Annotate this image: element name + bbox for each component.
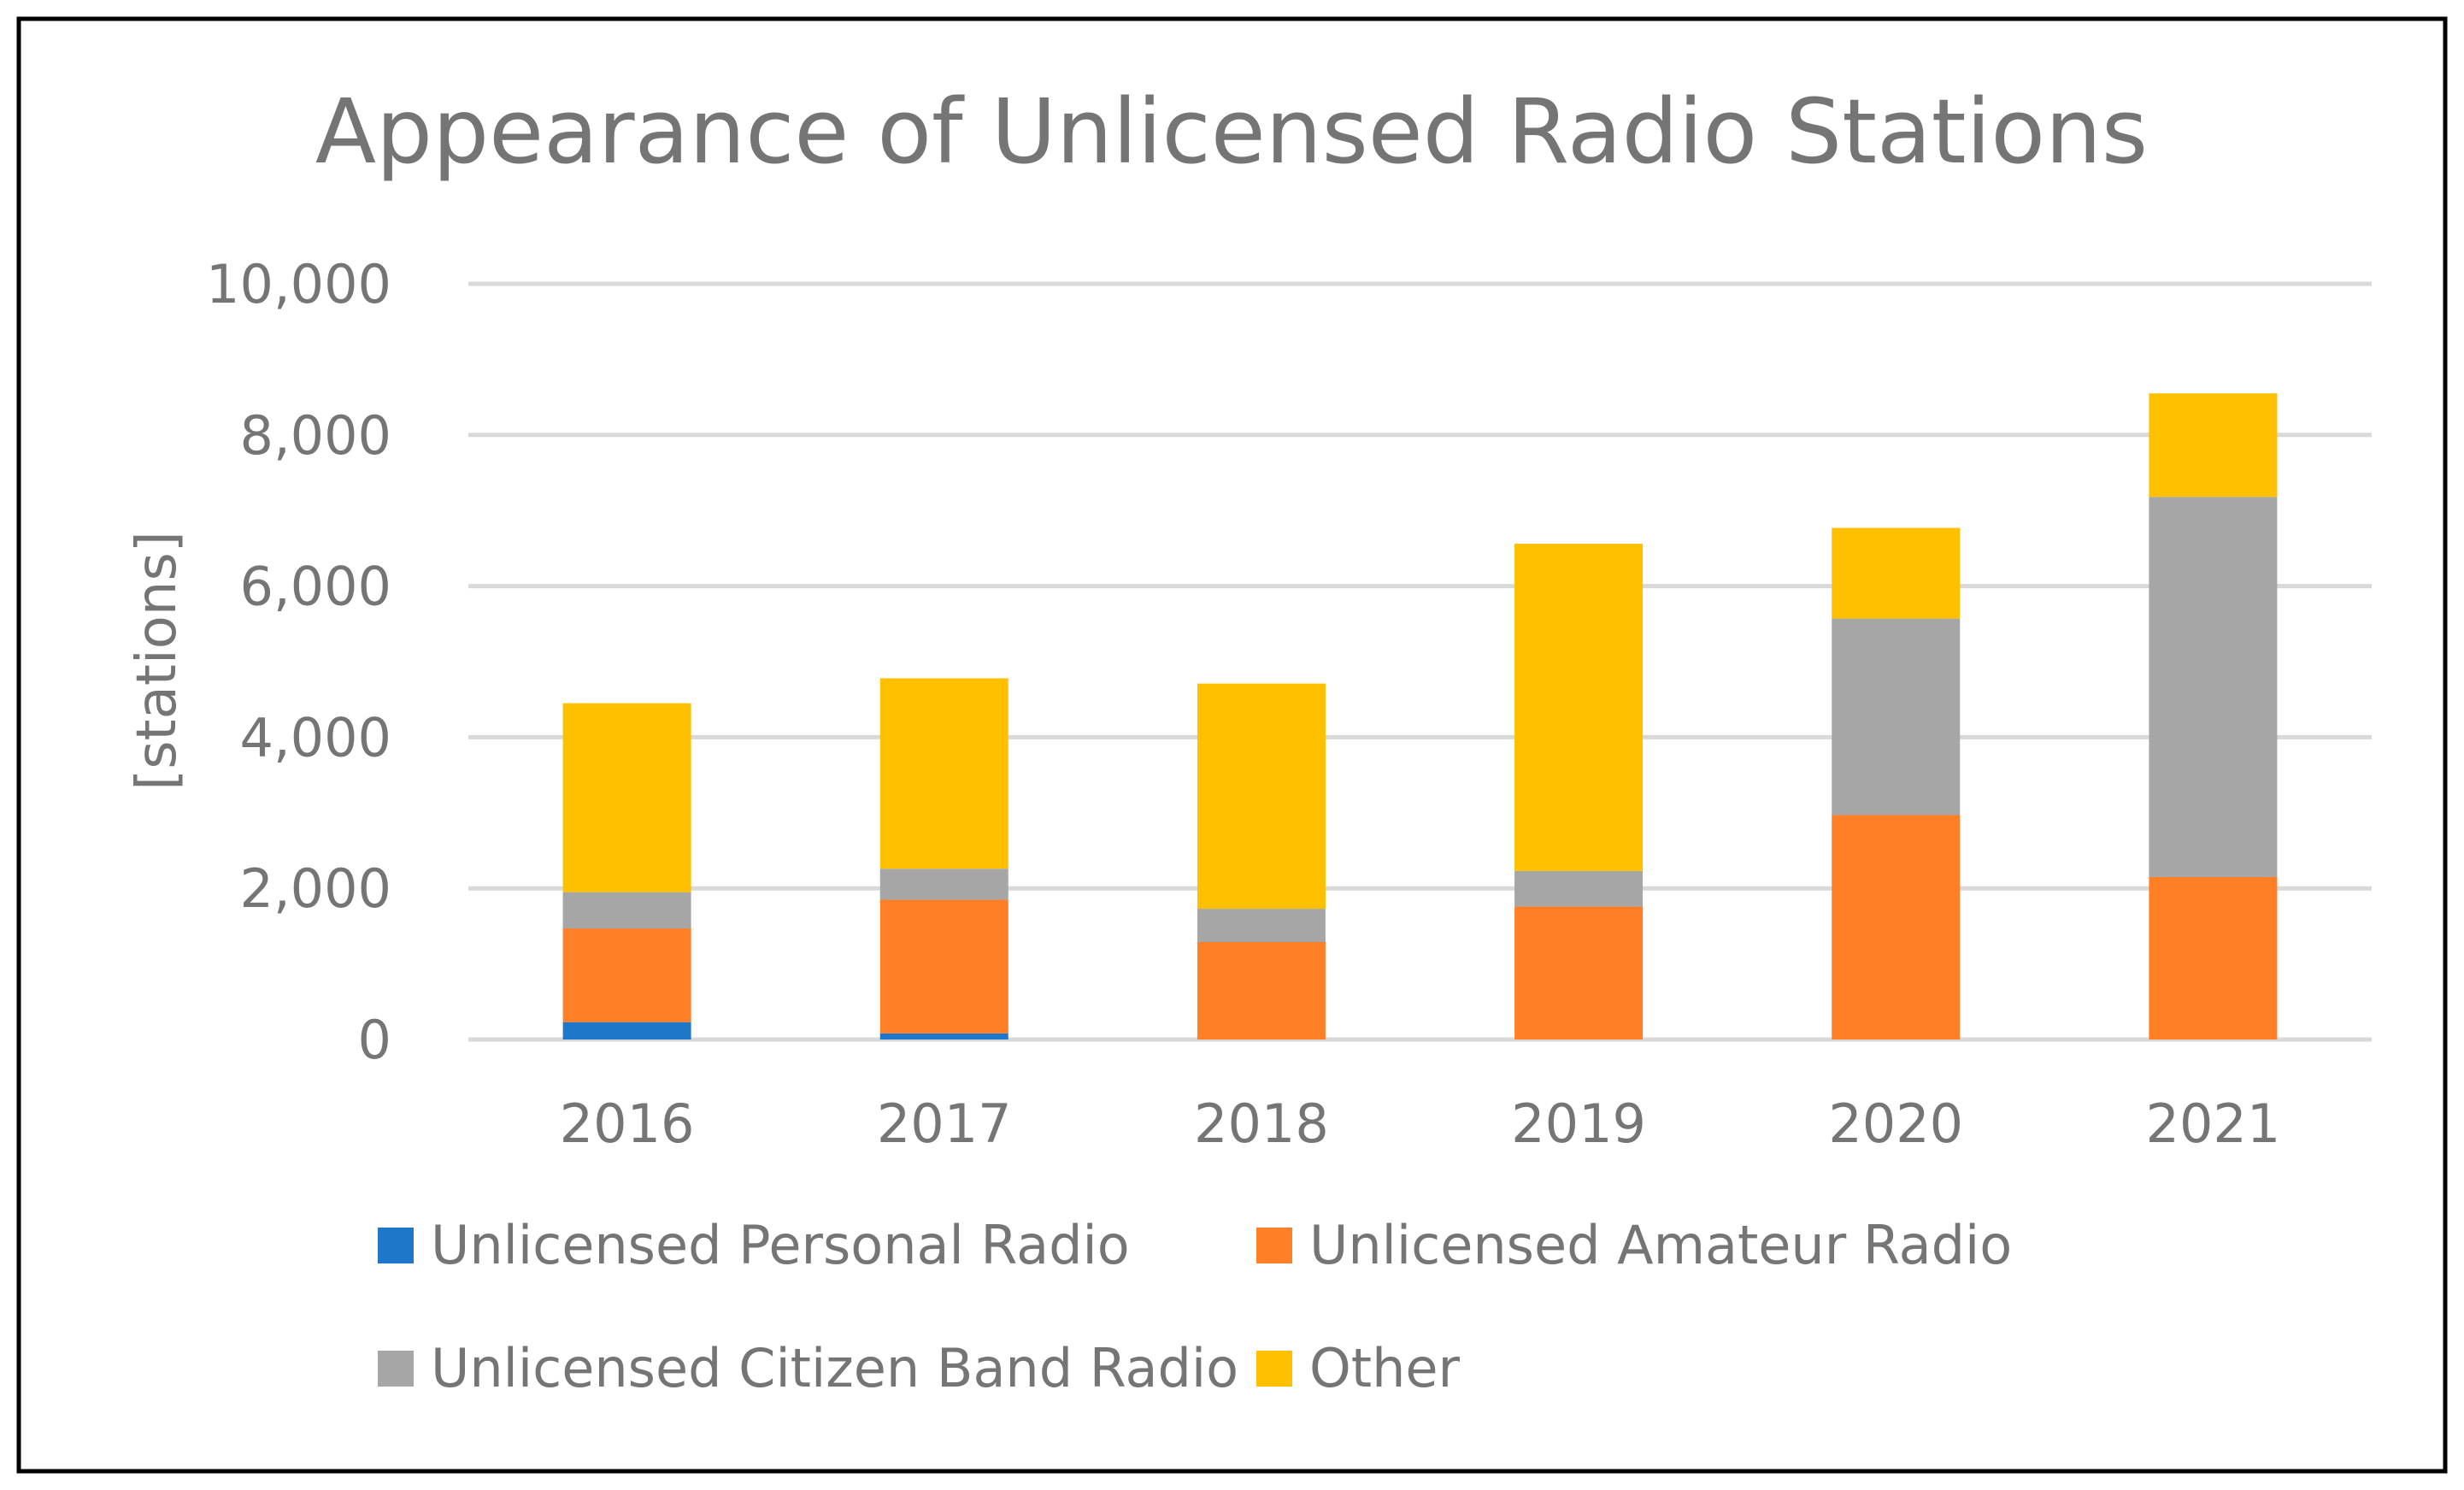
legend: Unlicensed Personal Radio Unlicensed Amat… [378, 1214, 2012, 1399]
bar-2017-unlicensed-personal-radio [879, 1033, 1009, 1039]
y-tick-label-0: 0 [358, 1009, 391, 1071]
x-tick-label-2021: 2021 [2146, 1092, 2281, 1155]
bar-2017-other [879, 678, 1009, 869]
legend-swatch-unlicensed-amateur-radio [1256, 1228, 1292, 1263]
x-tick-label-2017: 2017 [877, 1092, 1012, 1155]
bar-2016-unlicensed-personal-radio [562, 1022, 691, 1039]
bar-2021-unlicensed-citizen-band-radio [2149, 497, 2278, 877]
bar-2021-unlicensed-amateur-radio [2149, 876, 2278, 1039]
bars [562, 393, 2278, 1039]
bar-2017-unlicensed-amateur-radio [879, 899, 1009, 1034]
y-axis-label: [stations] [126, 531, 189, 791]
x-tick-label-2016: 2016 [560, 1092, 695, 1155]
legend-swatch-unlicensed-citizen-band-radio [378, 1351, 414, 1387]
bar-2018-unlicensed-amateur-radio [1197, 941, 1326, 1039]
x-axis-ticks: 2016 2017 2018 2019 2020 2021 [560, 1092, 2281, 1155]
legend-label-other: Other [1309, 1337, 1461, 1399]
bar-2021-other [2149, 393, 2278, 498]
bar-2016-other [562, 703, 691, 892]
legend-label-unlicensed-personal-radio: Unlicensed Personal Radio [431, 1214, 1130, 1276]
legend-swatch-unlicensed-personal-radio [378, 1228, 414, 1263]
gridlines [468, 281, 2372, 1042]
x-tick-label-2019: 2019 [1511, 1092, 1646, 1155]
y-tick-label-10000: 10,000 [206, 253, 391, 315]
bar-2020-unlicensed-amateur-radio [1832, 815, 1961, 1039]
bar-2016-unlicensed-citizen-band-radio [562, 892, 691, 929]
chart-frame [16, 16, 2448, 1474]
bar-2018-other [1197, 683, 1326, 910]
y-tick-label-8000: 8,000 [240, 404, 392, 467]
x-tick-label-2020: 2020 [1828, 1092, 1963, 1155]
x-tick-label-2018: 2018 [1194, 1092, 1329, 1155]
legend-label-unlicensed-amateur-radio: Unlicensed Amateur Radio [1309, 1214, 2012, 1276]
y-tick-label-6000: 6,000 [240, 556, 392, 618]
bar-2018-unlicensed-citizen-band-radio [1197, 909, 1326, 942]
chart-title: Appearance of Unlicensed Radio Stations [315, 80, 2148, 184]
legend-label-unlicensed-citizen-band-radio: Unlicensed Citizen Band Radio [431, 1337, 1238, 1399]
bar-2020-unlicensed-citizen-band-radio [1832, 618, 1961, 816]
bar-2019-other [1514, 544, 1644, 871]
legend-swatch-other [1256, 1351, 1292, 1387]
bar-2017-unlicensed-citizen-band-radio [879, 869, 1009, 900]
bar-2019-unlicensed-citizen-band-radio [1514, 870, 1644, 907]
y-axis-ticks: 0 2,000 4,000 6,000 8,000 10,000 [206, 253, 391, 1071]
bar-2019-unlicensed-amateur-radio [1514, 906, 1644, 1039]
bar-2016-unlicensed-amateur-radio [562, 928, 691, 1022]
y-tick-label-4000: 4,000 [240, 706, 392, 769]
y-tick-label-2000: 2,000 [240, 857, 392, 920]
bar-2020-other [1832, 527, 1961, 619]
